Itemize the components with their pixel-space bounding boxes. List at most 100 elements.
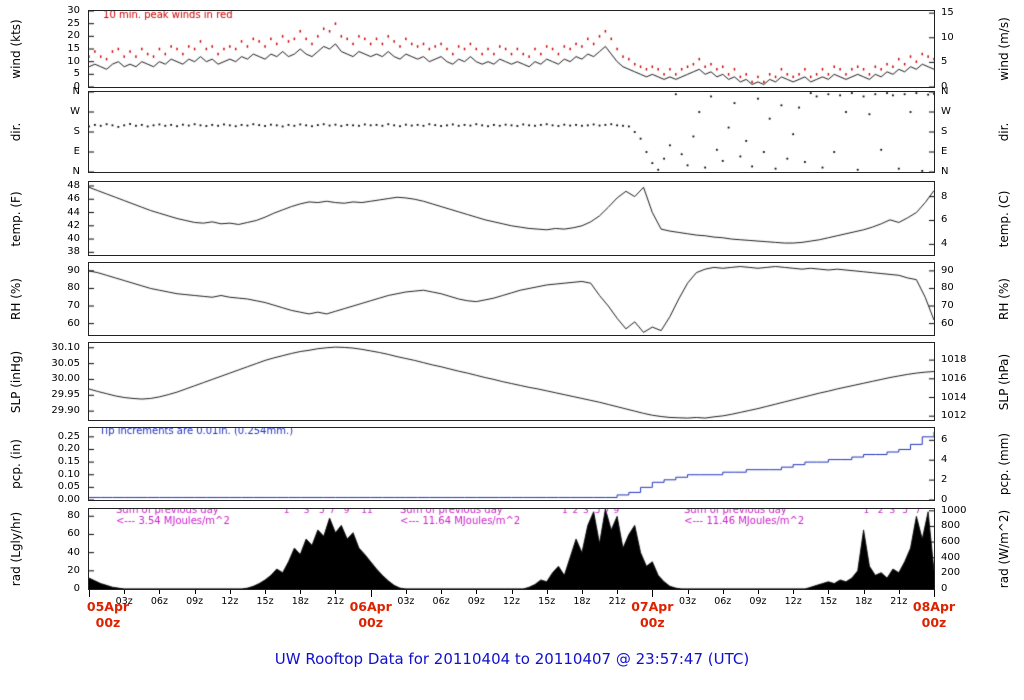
pressure-right-ticks: 1012 1014 1016 1018 <box>938 342 998 421</box>
axis-tick-label: 60 <box>941 317 954 329</box>
axis-tick-label: S <box>73 126 80 137</box>
temperature-plot-frame <box>88 181 935 256</box>
axis-tick-label: 0.20 <box>57 443 80 455</box>
x-hour-label: 15z <box>538 596 556 607</box>
axis-tick-label: 800 <box>941 520 961 532</box>
wind-right-axis-label: wind (m/s) <box>997 17 1011 81</box>
axis-tick-label: 4 <box>941 454 948 466</box>
axis-tick-label: W <box>941 106 951 117</box>
axis-tick-label: 0.15 <box>57 456 80 468</box>
axis-tick-label: 0.00 <box>57 494 80 505</box>
axis-tick-label: W <box>70 106 80 117</box>
pressure-plot-frame <box>88 342 935 421</box>
x-hour-tick <box>828 590 830 594</box>
wind-plot-frame <box>88 10 935 88</box>
radiation-right-ticks: 0 200 400 600 800 1000 <box>938 504 998 593</box>
x-hour-tick <box>124 590 126 594</box>
axis-tick-label: 0 <box>941 583 948 594</box>
humidity-panel: RH (%) 60 70 80 90 60 70 80 90 RH (%) <box>0 262 1024 336</box>
radiation-left-ticks: 0 20 40 60 80 <box>34 508 84 594</box>
axis-tick-label: 30.00 <box>51 373 80 385</box>
axis-tick-label: 30.05 <box>51 357 80 369</box>
x-hour-label: 18z <box>855 596 873 607</box>
x-day-label: 07Apr 00z <box>631 599 674 630</box>
axis-tick-label: 2 <box>941 474 948 486</box>
x-day-label: 08Apr 00z <box>912 599 956 630</box>
humidity-plot-frame <box>88 262 935 336</box>
temperature-right-axis-label: temp. (C) <box>997 190 1011 247</box>
x-hour-tick <box>617 590 619 594</box>
x-hour-label: 03z <box>678 596 697 607</box>
radiation-plot-canvas <box>89 509 934 589</box>
axis-tick-label: 46 <box>67 193 80 205</box>
axis-tick-label: 90 <box>67 264 80 276</box>
axis-tick-label: 90 <box>941 264 954 276</box>
axis-tick-label: 30.10 <box>51 341 80 353</box>
axis-tick-label: 20 <box>67 30 80 42</box>
axis-tick-label: N <box>72 166 80 177</box>
axis-tick-label: 10 <box>67 55 80 67</box>
axis-tick-label: 30 <box>67 5 80 16</box>
axis-tick-label: 40 <box>67 233 80 245</box>
axis-tick-label: 1012 <box>941 410 967 422</box>
precipitation-left-axis-label: pcp. (in) <box>9 439 23 489</box>
x-hour-tick <box>229 590 231 594</box>
x-hour-label: 18z <box>291 596 309 607</box>
x-hour-label: 09z <box>749 596 767 607</box>
x-hour-tick <box>265 590 267 594</box>
humidity-right-axis-label: RH (%) <box>997 278 1011 320</box>
precipitation-left-ticks: 0.00 0.05 0.10 0.15 0.20 0.25 <box>34 427 84 504</box>
pressure-panel: SLP (inHg) 29.90 29.95 30.00 30.05 30.10 101… <box>0 342 1024 421</box>
axis-tick-label: 0 <box>941 81 948 92</box>
x-hour-tick <box>687 590 689 594</box>
axis-tick-label: 0.10 <box>57 468 80 480</box>
radiation-left-axis-label: rad (Lgly/hr) <box>9 511 23 587</box>
axis-tick-label: 25 <box>67 17 80 29</box>
wind-left-axis-label: wind (kts) <box>9 19 23 79</box>
temperature-plot-canvas <box>89 182 934 255</box>
radiation-panel: rad (Lgly/hr) 0 20 40 60 80 0 200 400 600 800 100… <box>0 504 1024 594</box>
axis-tick-label: N <box>72 86 80 97</box>
axis-tick-label: 400 <box>941 551 961 563</box>
axis-tick-label: N <box>941 86 949 97</box>
humidity-left-axis-label: RH (%) <box>9 278 23 320</box>
x-hour-label: 21z <box>608 596 626 607</box>
axis-tick-label: 10 <box>941 31 954 43</box>
x-day-tick <box>370 590 372 597</box>
x-hour-tick <box>863 590 865 594</box>
x-hour-tick <box>300 590 302 594</box>
axis-tick-label: 0.05 <box>57 481 80 493</box>
radiation-plot-frame <box>88 508 935 590</box>
pressure-plot-canvas <box>89 343 934 420</box>
axis-tick-label: 0 <box>941 494 948 505</box>
axis-tick-label: 200 <box>941 567 961 579</box>
x-hour-tick <box>441 590 443 594</box>
axis-tick-label: 48 <box>67 179 80 191</box>
wind-plot-canvas <box>89 11 934 87</box>
x-day-tick <box>934 590 935 597</box>
x-hour-tick <box>581 590 583 594</box>
axis-tick-label: 60 <box>67 317 80 329</box>
axis-tick-label: 1000 <box>941 504 967 516</box>
x-hour-label: 06z <box>714 596 732 607</box>
axis-tick-label: 4 <box>941 238 948 250</box>
direction-plot-frame <box>88 91 935 173</box>
x-hour-tick <box>194 590 196 594</box>
axis-tick-label: 6 <box>941 434 948 446</box>
wind-left-ticks: 0 5 10 15 20 25 30 <box>34 6 84 92</box>
x-hour-tick <box>757 590 759 594</box>
x-hour-label: 18z <box>573 596 591 607</box>
axis-tick-label: E <box>73 146 80 157</box>
x-hour-tick <box>722 590 724 594</box>
axis-tick-label: 38 <box>67 246 80 258</box>
axis-tick-label: 5 <box>941 56 948 68</box>
pressure-left-ticks: 29.90 29.95 30.00 30.05 30.10 <box>34 342 84 421</box>
axis-tick-label: 5 <box>73 68 80 80</box>
axis-tick-label: 42 <box>67 219 80 231</box>
axis-tick-label: 80 <box>941 282 954 294</box>
x-hour-label: 03z <box>115 596 133 607</box>
axis-tick-label: 8 <box>941 190 948 202</box>
